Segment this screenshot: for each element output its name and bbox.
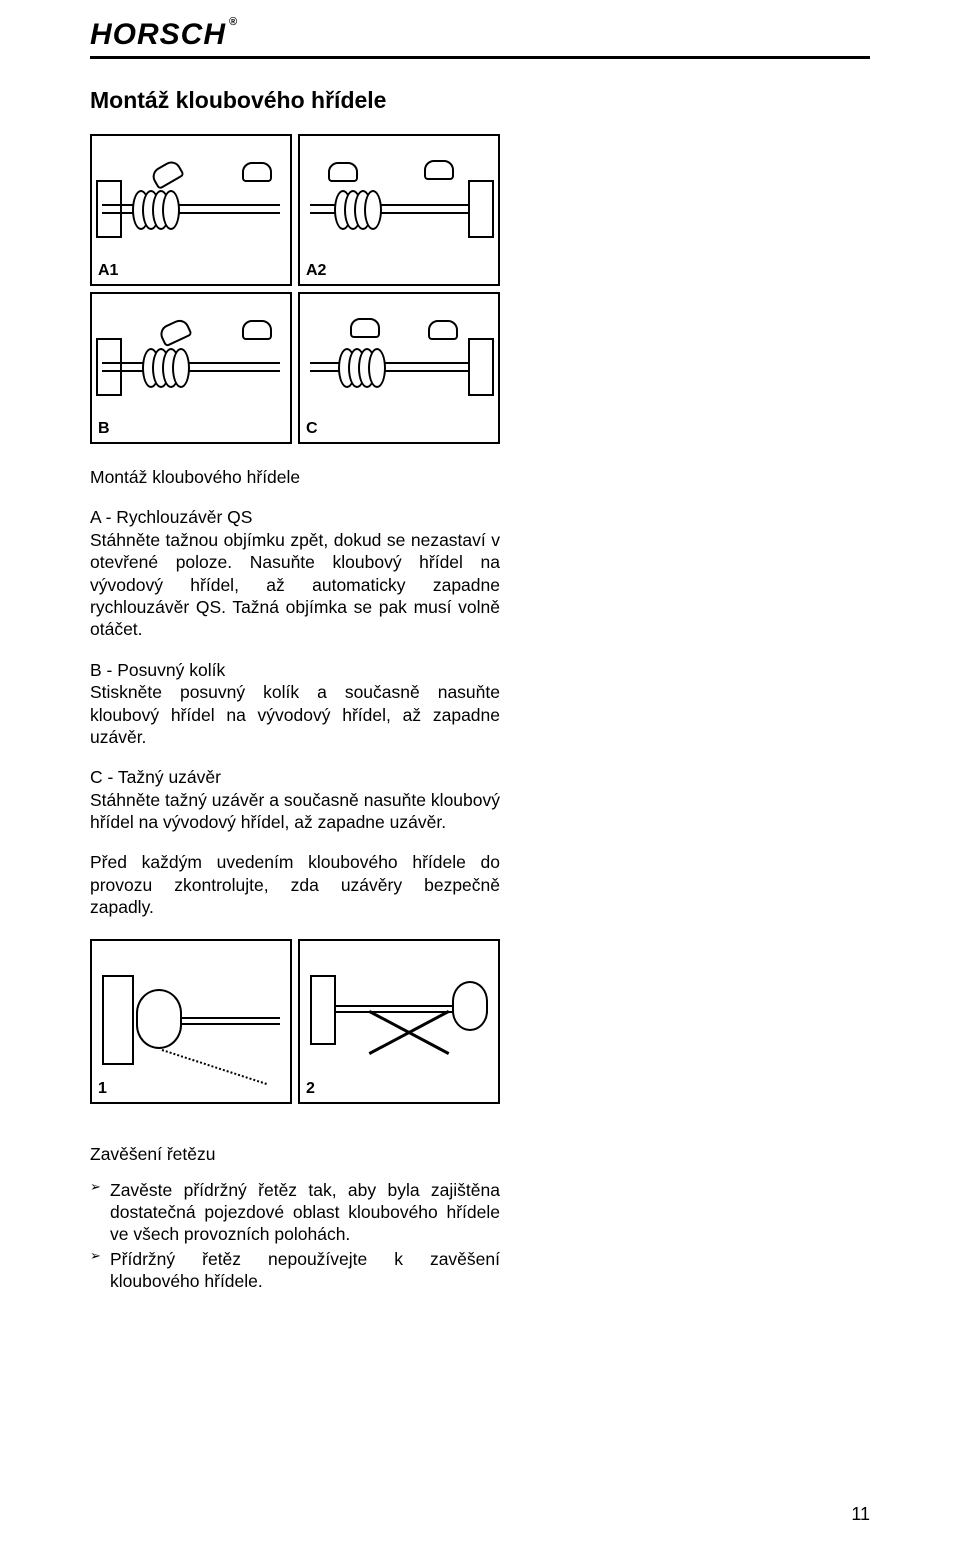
figure-label-1: 1 bbox=[98, 1080, 107, 1098]
section-c-head: C - Tažný uzávěr bbox=[90, 766, 500, 788]
page-number: 11 bbox=[851, 1504, 870, 1525]
check-paragraph: Před každým uvedením kloubového hřídele … bbox=[90, 851, 500, 918]
figure-label-c: C bbox=[306, 420, 318, 438]
section-b-head: B - Posuvný kolík bbox=[90, 659, 500, 681]
figure-label-a1: A1 bbox=[98, 262, 118, 280]
section-b-body: Stiskněte posuvný kolík a současně nasuň… bbox=[90, 681, 500, 748]
figure-2: 2 bbox=[298, 939, 500, 1104]
list-item: Zavěste přídržný řetěz tak, aby byla zaj… bbox=[90, 1179, 500, 1246]
header: HORSCH ® bbox=[90, 0, 870, 59]
figure-label-a2: A2 bbox=[306, 262, 326, 280]
figure-a1: A1 bbox=[90, 134, 292, 286]
figure-1: 1 bbox=[90, 939, 292, 1104]
figure-label-2: 2 bbox=[306, 1080, 315, 1098]
brand-logo: HORSCH ® bbox=[90, 18, 226, 52]
list-heading: Zavěšení řetězu bbox=[90, 1144, 870, 1165]
figure-b: B bbox=[90, 292, 292, 444]
bullet-list: Zavěste přídržný řetěz tak, aby byla zaj… bbox=[90, 1179, 500, 1293]
main-text: Montáž kloubového hřídele A - Rychlouzáv… bbox=[90, 466, 500, 919]
figure-label-b: B bbox=[98, 420, 110, 438]
page-title: Montáž kloubového hřídele bbox=[90, 87, 870, 114]
section-c-body: Stáhněte tažný uzávěr a současně nasuňte… bbox=[90, 789, 500, 834]
figure-group-1: A1 A2 bbox=[90, 134, 500, 444]
section-a-body: Stáhněte tažnou objímku zpět, dokud se n… bbox=[90, 529, 500, 641]
registered-icon: ® bbox=[229, 16, 238, 28]
brand-text: HORSCH bbox=[90, 18, 226, 51]
list-item: Přídržný řetěz nepoužívejte k zavěšení k… bbox=[90, 1248, 500, 1293]
figure-c: C bbox=[298, 292, 500, 444]
figure-group-2: 1 2 bbox=[90, 939, 500, 1104]
section-a-head: A - Rychlouzávěr QS bbox=[90, 506, 500, 528]
figure-a2: A2 bbox=[298, 134, 500, 286]
paragraph-heading: Montáž kloubového hřídele bbox=[90, 466, 500, 488]
